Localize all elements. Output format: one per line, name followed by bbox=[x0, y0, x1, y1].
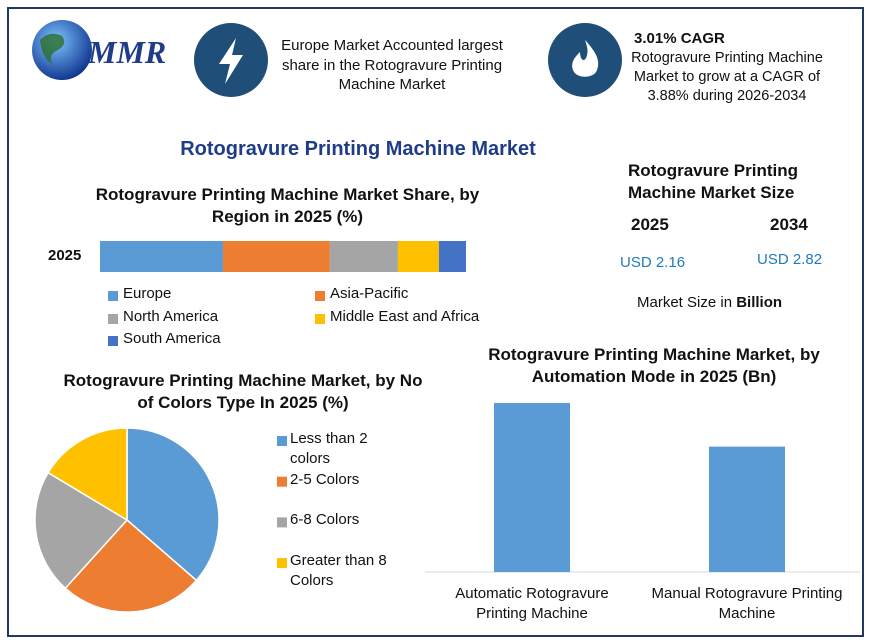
legend-label: South America bbox=[123, 330, 221, 347]
bar-segment bbox=[438, 241, 466, 272]
logo-land bbox=[40, 33, 65, 64]
main-title: Rotogravure Printing Machine Market bbox=[180, 138, 536, 160]
x-tick-label: Manual Rotogravure Printing Machine bbox=[651, 585, 843, 622]
pie-slice bbox=[34, 471, 129, 590]
size-note-text: Market Size in bbox=[637, 294, 733, 311]
logo-text: MMR bbox=[88, 34, 167, 70]
logo-globe bbox=[32, 20, 92, 80]
legend-swatch bbox=[277, 558, 287, 569]
bar bbox=[709, 446, 785, 572]
chart-title: Rotogravure Printing Machine Market Shar… bbox=[95, 185, 480, 227]
pie-slice bbox=[47, 427, 128, 522]
bar-segment bbox=[329, 241, 398, 272]
size-note: Market Size in Billion bbox=[637, 293, 782, 313]
legend-swatch bbox=[277, 436, 287, 446]
bar-segment bbox=[397, 241, 439, 272]
fact-text: Rotogravure Printing Machine Market to g… bbox=[631, 50, 823, 104]
y-tick-label: 2025 bbox=[48, 247, 82, 264]
legend-swatch bbox=[108, 291, 118, 301]
pie-slice bbox=[64, 518, 198, 613]
fact-text: Europe Market Accounted largest share in… bbox=[281, 37, 503, 93]
icon-flame bbox=[572, 40, 599, 77]
icon-bolt bbox=[219, 38, 243, 84]
legend-label: Less than 2 colors bbox=[290, 430, 368, 467]
legend-label: Asia-Pacific bbox=[330, 285, 409, 302]
legend-label: Europe bbox=[123, 285, 172, 302]
size-unit: Billion bbox=[736, 294, 783, 311]
frame bbox=[7, 7, 864, 637]
chart-title: Rotogravure Printing Machine Market, by … bbox=[488, 345, 820, 387]
legend-swatch bbox=[108, 336, 118, 346]
size-year: 2025 bbox=[631, 215, 669, 234]
size-value: USD 2.82 bbox=[757, 251, 823, 268]
bar-segment bbox=[100, 241, 223, 272]
x-tick-label: Automatic Rotogravure Printing Machine bbox=[455, 585, 609, 622]
size-value: USD 2.16 bbox=[620, 254, 686, 271]
legend-label: 6-8 Colors bbox=[290, 511, 360, 529]
legend-label: Greater than 8 Colors bbox=[290, 552, 387, 589]
legend-swatch bbox=[108, 314, 118, 324]
chart-title: Rotogravure Printing Machine Market, by … bbox=[63, 371, 423, 413]
size-year: 2034 bbox=[770, 215, 808, 234]
legend-swatch bbox=[315, 291, 325, 301]
bar bbox=[494, 402, 570, 572]
legend-swatch bbox=[277, 476, 287, 487]
legend-label: Middle East and Africa bbox=[330, 308, 480, 325]
legend-swatch bbox=[315, 314, 325, 324]
pie-slice bbox=[126, 427, 220, 582]
legend-label: North America bbox=[123, 308, 219, 325]
bar-segment bbox=[222, 241, 330, 272]
legend-label: 2-5 Colors bbox=[290, 470, 360, 488]
fact-title: 3.01% CAGR bbox=[634, 30, 725, 47]
size-title: Rotogravure Printing Machine Market Size bbox=[628, 161, 799, 203]
legend-swatch bbox=[277, 517, 287, 528]
